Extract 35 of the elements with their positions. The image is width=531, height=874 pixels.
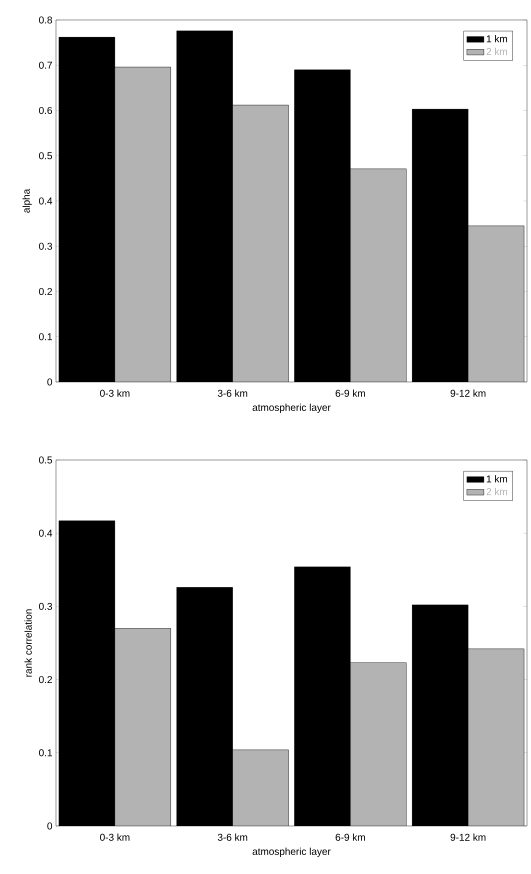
y-tick-label: 0.2 — [39, 288, 52, 296]
x-tick-label: 9-12 km — [450, 834, 486, 841]
y-tick-label: 0.2 — [39, 676, 52, 684]
legend-label: 2 km — [486, 48, 508, 55]
y-tick-label: 0.7 — [39, 62, 52, 69]
x-tick-label: 0-3 km — [100, 390, 130, 397]
bar — [350, 168, 407, 382]
y-axis-title: rank correlation — [24, 609, 32, 677]
y-tick-label: 0.3 — [39, 602, 52, 610]
y-tick-label: 0 — [47, 822, 52, 830]
bar — [468, 226, 524, 382]
y-tick-label: 0.1 — [39, 749, 52, 756]
x-axis-title: atmospheric layer — [252, 404, 331, 413]
y-tick-label: 0.5 — [39, 152, 52, 160]
x-tick-label: 3-6 km — [218, 834, 248, 841]
x-tick-label: 9-12 km — [450, 390, 486, 397]
y-tick-label: 0 — [47, 378, 52, 386]
legend-label: 1 km — [486, 475, 508, 482]
bar — [114, 66, 172, 382]
x-tick-label: 6-9 km — [336, 390, 365, 397]
y-tick-label: 0.6 — [39, 106, 52, 114]
y-tick-label: 0.1 — [39, 333, 52, 340]
x-tick-label: 3-6 km — [218, 390, 248, 397]
y-tick-label: 0.4 — [39, 197, 52, 205]
x-axis-title: atmospheric layer — [252, 848, 331, 857]
x-tick-label: 0-3 km — [100, 834, 130, 841]
legend-label: 2 km — [486, 488, 508, 496]
y-tick-label: 0.3 — [39, 242, 52, 250]
x-tick-label: 6-9 km — [336, 834, 365, 841]
y-axis-title: alpha — [22, 188, 32, 213]
y-tick-label: 0.4 — [39, 530, 52, 537]
legend-label: 1 km — [486, 35, 508, 42]
bar — [232, 104, 289, 382]
y-tick-label: 0.5 — [39, 456, 52, 464]
y-tick-label: 0.8 — [39, 16, 52, 24]
